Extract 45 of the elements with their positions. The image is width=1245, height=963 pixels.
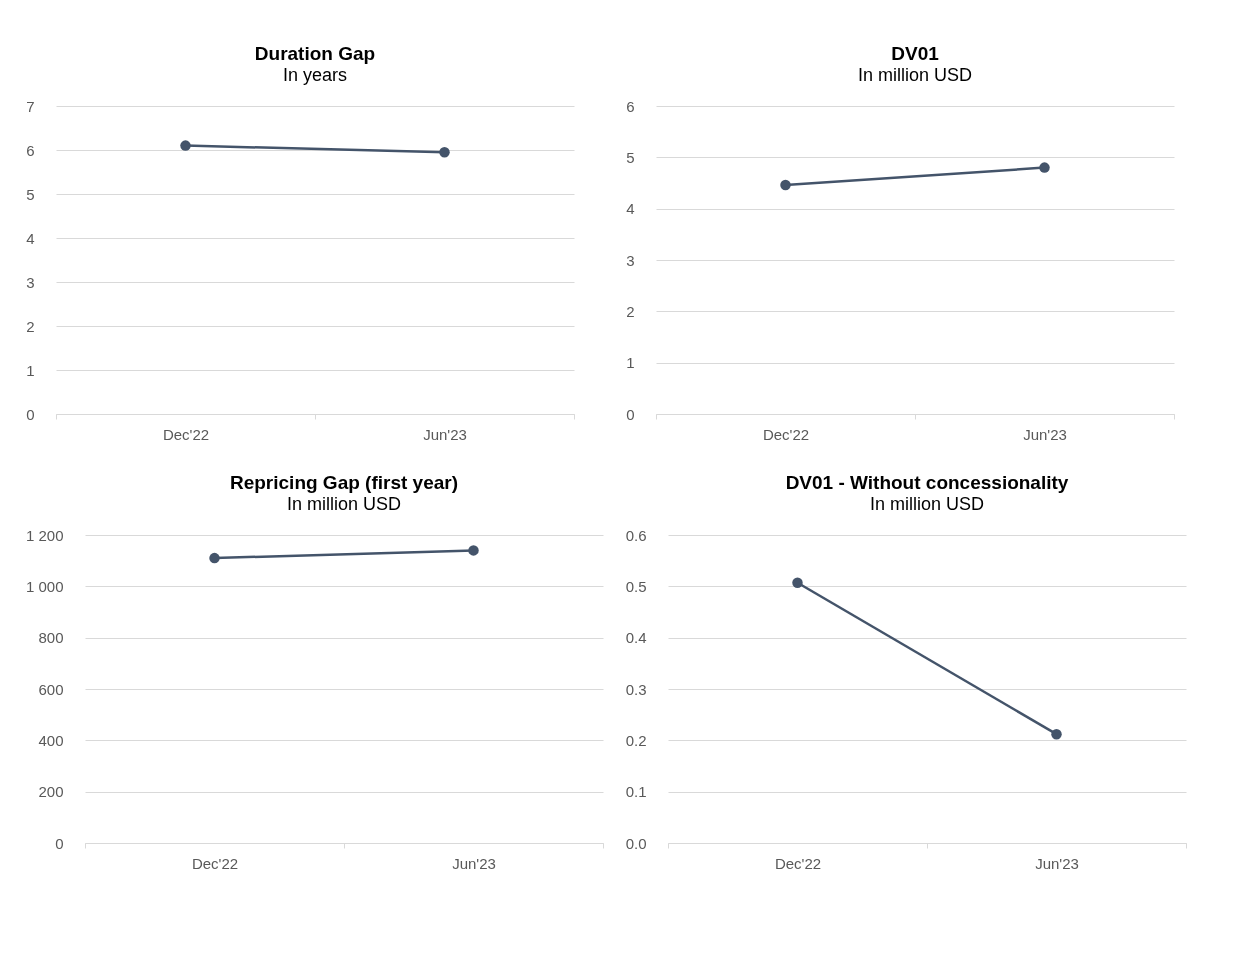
y-tick-label: 400 xyxy=(38,731,64,749)
x-tick-label: Jun'23 xyxy=(423,425,467,443)
x-tick-label: Dec'22 xyxy=(162,425,210,443)
chart-subtitle: In million USD xyxy=(857,65,973,85)
y-tick-label: 0 xyxy=(26,405,35,423)
y-tick-label: 0.2 xyxy=(625,731,647,749)
chart-title: DV01 - Without concessionality xyxy=(785,472,1069,493)
y-tick-label: 6 xyxy=(626,97,635,115)
y-tick-label: 600 xyxy=(38,680,64,698)
y-tick-label: 3 xyxy=(626,251,635,269)
y-tick-label: 2 xyxy=(626,302,635,320)
chart-title: Duration Gap xyxy=(254,43,376,64)
y-tick-label: 0.4 xyxy=(625,629,647,647)
y-tick-label: 4 xyxy=(626,200,635,218)
y-tick-label: 1 200 xyxy=(25,526,64,544)
y-tick-label: 2 xyxy=(26,317,35,335)
y-tick-label: 0.3 xyxy=(625,680,647,698)
y-tick-label: 1 000 xyxy=(25,577,64,595)
y-tick-label: 5 xyxy=(26,185,35,203)
y-tick-label: 200 xyxy=(38,783,64,801)
chart-title: DV01 xyxy=(891,43,940,64)
x-tick-label: Dec'22 xyxy=(774,854,822,872)
x-tick-label: Jun'23 xyxy=(452,854,496,872)
y-tick-label: 800 xyxy=(38,629,64,647)
y-tick-label: 0.6 xyxy=(625,526,647,544)
y-tick-label: 1 xyxy=(26,361,35,379)
y-tick-label: 6 xyxy=(26,141,35,159)
y-tick-label: 0 xyxy=(55,834,64,852)
x-tick-label: Dec'22 xyxy=(762,425,810,443)
y-tick-label: 4 xyxy=(26,229,35,247)
y-tick-label: 0.5 xyxy=(625,577,647,595)
y-tick-label: 1 xyxy=(626,354,635,372)
x-tick-label: Jun'23 xyxy=(1023,425,1067,443)
chart-title: Repricing Gap (first year) xyxy=(229,472,459,493)
x-tick-label: Jun'23 xyxy=(1035,854,1079,872)
chart-subtitle: In million USD xyxy=(286,494,402,514)
y-tick-label: 0.0 xyxy=(625,834,647,852)
y-tick-label: 7 xyxy=(26,97,35,115)
x-tick-label: Dec'22 xyxy=(191,854,239,872)
y-tick-label: 5 xyxy=(626,148,635,166)
y-tick-label: 3 xyxy=(26,273,35,291)
y-tick-label: 0 xyxy=(626,405,635,423)
chart-subtitle: In years xyxy=(282,65,348,85)
y-tick-label: 0.1 xyxy=(625,783,647,801)
chart-subtitle: In million USD xyxy=(869,494,985,514)
